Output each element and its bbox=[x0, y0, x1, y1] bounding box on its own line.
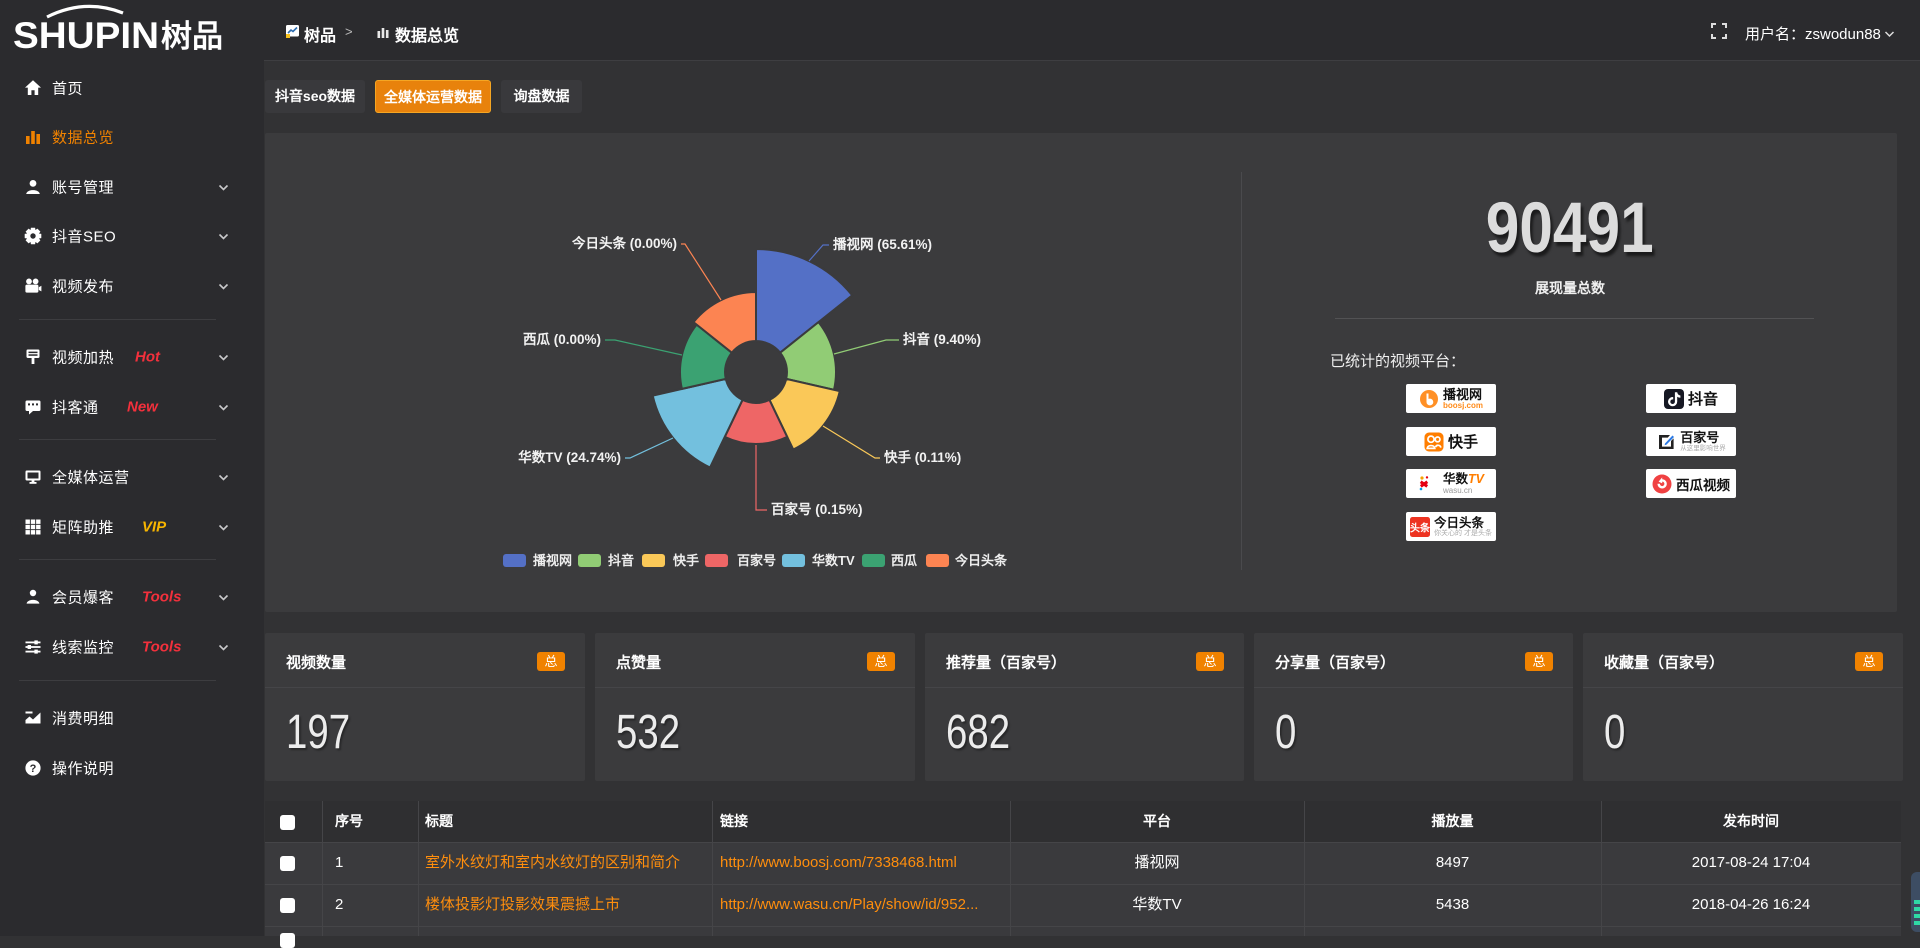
svg-text:今日头条 (0.00%): 今日头条 (0.00%) bbox=[572, 235, 677, 251]
svg-text:西瓜 (0.00%): 西瓜 (0.00%) bbox=[523, 332, 601, 347]
svg-text:SHUPIN: SHUPIN bbox=[13, 15, 159, 56]
svg-text:树品: 树品 bbox=[161, 19, 223, 54]
svg-text:?: ? bbox=[30, 763, 37, 775]
svg-text:播视网: 播视网 bbox=[533, 553, 572, 568]
svg-text:华数TV: 华数TV bbox=[812, 553, 855, 568]
svg-text:播视网 (65.61%): 播视网 (65.61%) bbox=[833, 236, 932, 252]
svg-text:快手 (0.11%): 快手 (0.11%) bbox=[884, 449, 961, 465]
svg-text:百家号 (0.15%): 百家号 (0.15%) bbox=[771, 501, 863, 517]
svg-text:头条: 头条 bbox=[1410, 521, 1430, 534]
svg-text:今日头条: 今日头条 bbox=[954, 553, 1008, 568]
svg-text:西瓜: 西瓜 bbox=[891, 553, 917, 568]
svg-text:抖音 (9.40%): 抖音 (9.40%) bbox=[903, 331, 981, 347]
svg-text:快手: 快手 bbox=[673, 553, 699, 568]
svg-text:抖音: 抖音 bbox=[608, 553, 634, 568]
svg-text:华数TV (24.74%): 华数TV (24.74%) bbox=[518, 449, 621, 465]
svg-text:百家号: 百家号 bbox=[737, 553, 776, 568]
